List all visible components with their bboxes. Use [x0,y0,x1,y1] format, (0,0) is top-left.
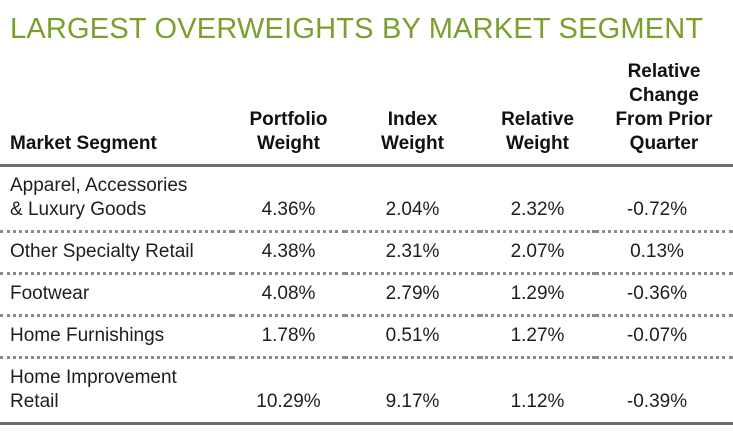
table-row-apparel-accessories-luxury-goods: Apparel, Accessories & Luxury Goods 4.36… [0,165,733,233]
col-header-relative-weight: Relative Weight [480,60,595,167]
segment-cell: Other Specialty Retail [0,231,232,275]
table-header-row: Market Segment Portfolio Weight Index We… [0,60,733,167]
table-row-home-improvement-retail: Home Improvement Retail 10.29% 9.17% 1.1… [0,357,733,425]
index-weight-cell: 2.79% [345,273,480,317]
segment-cell: Home Furnishings [0,315,232,359]
overweights-table: Market Segment Portfolio Weight Index We… [0,60,733,425]
relative-weight-cell: 1.12% [480,357,595,425]
col-header-relative-change: Relative Change From Prior Quarter [595,60,733,167]
col-header-portfolio-weight: Portfolio Weight [232,60,345,167]
segment-cell: Footwear [0,273,232,317]
index-weight-cell: 2.31% [345,231,480,275]
col-header-index-weight: Index Weight [345,60,480,167]
relative-weight-cell: 1.29% [480,273,595,317]
col-header-market-segment: Market Segment [0,60,232,167]
relative-change-cell: 0.13% [595,231,733,275]
portfolio-weight-cell: 4.08% [232,273,345,317]
table-row-other-specialty-retail: Other Specialty Retail 4.38% 2.31% 2.07%… [0,231,733,275]
table-row-footwear: Footwear 4.08% 2.79% 1.29% -0.36% [0,273,733,317]
relative-weight-cell: 2.32% [480,165,595,233]
portfolio-weight-cell: 1.78% [232,315,345,359]
portfolio-weight-cell: 10.29% [232,357,345,425]
relative-change-cell: -0.36% [595,273,733,317]
relative-change-cell: -0.72% [595,165,733,233]
relative-change-cell: -0.07% [595,315,733,359]
relative-weight-cell: 2.07% [480,231,595,275]
segment-cell: Home Improvement Retail [0,357,232,425]
portfolio-weight-cell: 4.36% [232,165,345,233]
page-title: LARGEST OVERWEIGHTS BY MARKET SEGMENT [10,13,704,45]
portfolio-weight-cell: 4.38% [232,231,345,275]
index-weight-cell: 9.17% [345,357,480,425]
index-weight-cell: 2.04% [345,165,480,233]
relative-change-cell: -0.39% [595,357,733,425]
relative-weight-cell: 1.27% [480,315,595,359]
segment-cell: Apparel, Accessories & Luxury Goods [0,165,232,233]
table-row-home-furnishings: Home Furnishings 1.78% 0.51% 1.27% -0.07… [0,315,733,359]
index-weight-cell: 0.51% [345,315,480,359]
